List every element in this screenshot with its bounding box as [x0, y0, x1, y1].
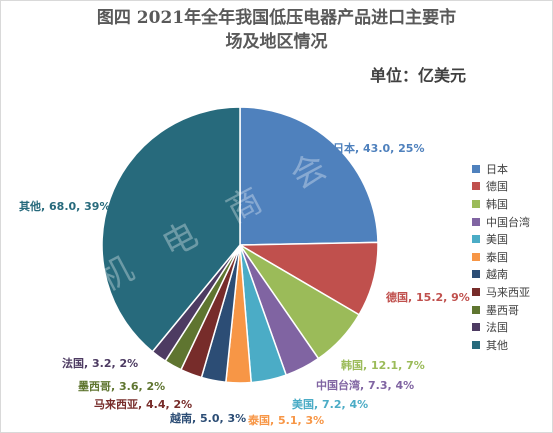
legend-swatch — [472, 305, 480, 314]
legend-item-10: 其他 — [472, 336, 530, 354]
data-label-6: 越南, 5.0, 3% — [169, 411, 246, 425]
unit-label: 单位：亿美元 — [370, 66, 467, 85]
legend-label: 其他 — [486, 338, 508, 352]
data-label-5: 泰国, 5.1, 3% — [247, 413, 324, 427]
legend-item-5: 泰国 — [472, 248, 530, 266]
legend-swatch — [472, 252, 480, 261]
data-label-1: 德国, 15.2, 9% — [385, 290, 470, 304]
legend-item-7: 马来西亚 — [472, 283, 530, 301]
legend-item-2: 韩国 — [472, 195, 530, 213]
data-label-8: 墨西哥, 3.6, 2% — [78, 380, 165, 393]
pie-slice-0 — [239, 106, 379, 246]
legend-item-1: 德国 — [472, 178, 530, 196]
legend-swatch — [472, 235, 480, 244]
data-label-10: 其他, 68.0, 39% — [19, 199, 111, 213]
legend-item-0: 日本 — [472, 160, 530, 178]
chart-title-line-2: 场及地区情况 — [225, 32, 328, 52]
legend-label: 韩国 — [486, 197, 508, 211]
legend-swatch — [472, 164, 480, 173]
legend-label: 泰国 — [486, 250, 508, 264]
legend-label: 越南 — [486, 268, 508, 282]
legend-swatch — [472, 270, 480, 279]
legend-label: 日本 — [486, 162, 508, 176]
data-label-7: 马来西亚, 4.4, 2% — [94, 397, 192, 411]
legend-swatch — [472, 199, 480, 208]
legend-label: 马来西亚 — [486, 285, 530, 299]
pie-slice-10 — [101, 106, 241, 353]
legend-label: 法国 — [486, 321, 508, 335]
chart-title: 图四 2021年全年我国低压电器产品进口主要市 场及地区情况 — [0, 6, 553, 54]
pie-slices — [101, 106, 379, 384]
data-label-4: 美国, 7.2, 4% — [292, 397, 368, 411]
legend-label: 德国 — [486, 180, 508, 194]
legend-swatch — [472, 217, 480, 226]
legend-item-6: 越南 — [472, 266, 530, 284]
legend-swatch — [472, 323, 480, 332]
legend-label: 美国 — [486, 233, 508, 247]
legend-swatch — [472, 340, 480, 349]
data-label-0: 日本, 43.0, 25% — [333, 141, 425, 155]
legend: 日本德国韩国中国台湾美国泰国越南马来西亚墨西哥法国其他 — [472, 160, 530, 354]
legend-item-9: 法国 — [472, 318, 530, 336]
data-labels: 日本, 43.0, 25% 德国, 15.2, 9% 韩国, 12.1, 7% 中国台… — [19, 141, 470, 427]
legend-item-8: 墨西哥 — [472, 301, 530, 319]
legend-item-3: 中国台湾 — [472, 213, 530, 231]
data-label-3: 中国台湾, 7.3, 4% — [316, 378, 414, 392]
data-label-2: 韩国, 12.1, 7% — [341, 358, 425, 372]
legend-label: 墨西哥 — [486, 303, 519, 317]
data-label-9: 法国, 3.2, 2% — [62, 356, 138, 370]
legend-item-4: 美国 — [472, 230, 530, 248]
chart-title-line-1: 图四 2021年全年我国低压电器产品进口主要市 — [96, 8, 457, 28]
legend-label: 中国台湾 — [486, 215, 530, 229]
legend-swatch — [472, 182, 480, 191]
legend-swatch — [472, 287, 480, 296]
